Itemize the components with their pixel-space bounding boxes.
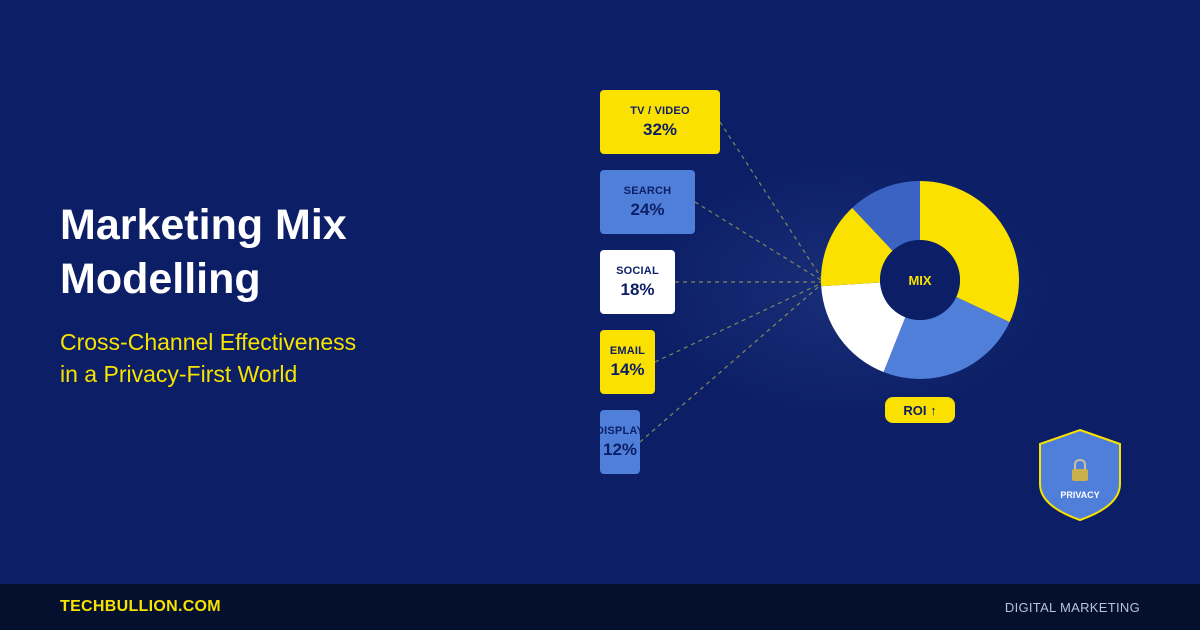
connector-lines [639, 121, 825, 443]
connector-line-4 [639, 281, 825, 443]
privacy-shield [1039, 428, 1121, 522]
mix-diagram: MIX [639, 121, 1019, 443]
page-title: Marketing Mix Modelling [60, 198, 480, 306]
channel-name: EMAIL [609, 344, 646, 357]
channel-name: SEARCH [623, 184, 672, 197]
donut-segment-display [852, 181, 920, 251]
channel-name: DISPLAY [600, 424, 640, 437]
mix-donut [821, 181, 1019, 379]
connector-line-1 [694, 201, 825, 283]
connector-line-0 [719, 121, 825, 283]
privacy-label: PRIVACY [1060, 490, 1100, 500]
title-line-2: Modelling [60, 255, 261, 303]
channel-pct: 32% [642, 119, 678, 139]
connector-line-3 [654, 281, 825, 363]
footer-brand[interactable]: TECHBULLION.COM [60, 598, 221, 615]
channel-card-email: EMAIL 14% [600, 330, 655, 394]
channel-pct: 12% [602, 439, 638, 459]
channel-card-search: SEARCH 24% [600, 170, 695, 234]
channel-card-social: SOCIAL 18% [600, 250, 675, 314]
footer-bar: TECHBULLION.COM DIGITAL MARKETING [0, 584, 1200, 630]
donut-segment-email [821, 207, 893, 287]
channel-name: SOCIAL [616, 264, 659, 277]
channel-card-display: DISPLAY 12% [600, 410, 640, 474]
channel-pct: 24% [630, 199, 665, 219]
donut-hole [880, 240, 960, 320]
roi-badge: ROI ↑ [885, 397, 955, 423]
channel-pct: 18% [620, 279, 655, 299]
donut-segment-search [883, 297, 1010, 379]
subtitle-line-2: in a Privacy-First World [60, 361, 298, 387]
channel-card-tv-video: TV / VIDEO 32% [600, 90, 720, 154]
footer-category[interactable]: DIGITAL MARKETING [1004, 600, 1140, 615]
donut-center-label: MIX [908, 273, 931, 288]
channel-name: TV / VIDEO [630, 104, 690, 117]
title-line-1: Marketing Mix [60, 201, 347, 249]
donut-segment-tv-video [920, 181, 1019, 323]
lock-icon [1072, 458, 1088, 481]
channel-pct: 14% [610, 359, 645, 379]
donut-segment-social [821, 282, 906, 373]
subtitle: Cross-Channel Effectiveness in a Privacy… [60, 326, 480, 390]
subtitle-line-1: Cross-Channel Effectiveness [60, 329, 357, 355]
